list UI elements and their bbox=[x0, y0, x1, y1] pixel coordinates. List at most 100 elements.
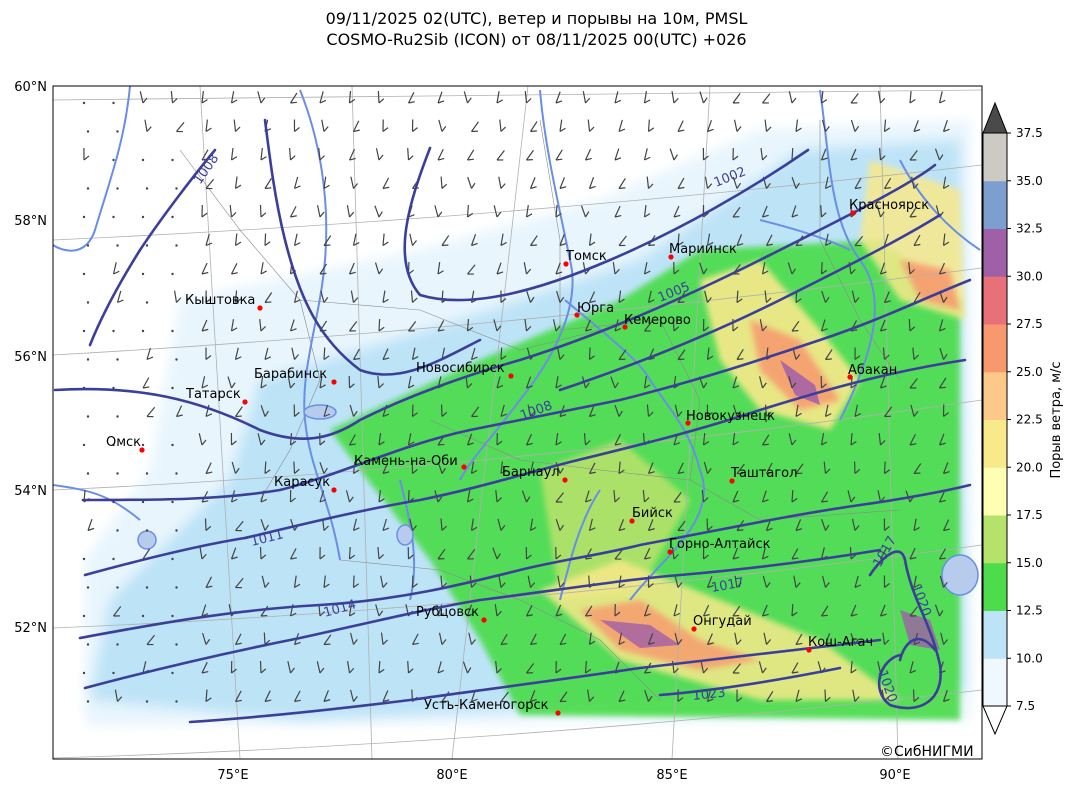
calm-dot bbox=[116, 187, 119, 190]
wind-barb bbox=[673, 205, 681, 218]
calm-dot bbox=[175, 643, 178, 646]
wind-barb bbox=[909, 606, 918, 617]
city-biysk: Бийск bbox=[629, 506, 673, 524]
svg-text:Татарск: Татарск bbox=[185, 387, 241, 402]
wind-barb bbox=[614, 404, 623, 417]
wind-barb bbox=[939, 575, 948, 588]
wind-barb bbox=[677, 120, 685, 133]
longitude-labels: 75°E 80°E 85°E 90°E bbox=[217, 768, 910, 783]
wind-barb bbox=[323, 176, 330, 190]
wind-barb bbox=[323, 347, 330, 360]
map-title-line2: COSMO-Ru2Sib (ICON) от 08/11/2025 00(UTC… bbox=[326, 30, 747, 49]
wind-barb bbox=[913, 234, 921, 247]
wind-barb bbox=[319, 546, 326, 560]
wind-barb bbox=[643, 91, 651, 104]
wind-barb bbox=[466, 490, 474, 503]
city-ongudai: Онгудай bbox=[691, 614, 752, 632]
wind-barb bbox=[496, 262, 504, 275]
wind-barb bbox=[732, 663, 741, 674]
wind-barb bbox=[407, 660, 414, 674]
wind-barb bbox=[618, 349, 627, 361]
wind-barb bbox=[761, 490, 769, 503]
wind-barb bbox=[765, 690, 774, 703]
wind-barb bbox=[733, 119, 742, 132]
wind-barb bbox=[673, 261, 680, 275]
wind-barb bbox=[407, 433, 415, 446]
wind-barb bbox=[882, 632, 890, 645]
city-novosibirsk: Новосибирск bbox=[416, 361, 514, 379]
wind-barb bbox=[319, 462, 328, 474]
calm-dot bbox=[171, 272, 174, 276]
wind-barb bbox=[293, 575, 301, 589]
colorbar-tick-label: 27.5 bbox=[1016, 317, 1043, 331]
wind-barb bbox=[913, 120, 921, 133]
svg-text:Омск: Омск bbox=[106, 435, 141, 450]
wind-barb bbox=[854, 404, 861, 418]
wind-barb bbox=[201, 604, 209, 617]
svg-text:Кош-Агач: Кош-Агач bbox=[808, 635, 873, 650]
colorbar-tick-label: 37.5 bbox=[1016, 126, 1043, 140]
calm-dot bbox=[86, 700, 90, 703]
wind-barb bbox=[555, 604, 563, 617]
wind-barb bbox=[409, 233, 417, 246]
wind-barb bbox=[851, 518, 860, 531]
wind-barb bbox=[791, 603, 798, 617]
wind-barb bbox=[557, 347, 565, 360]
lat-label-52: 52°N bbox=[14, 621, 47, 636]
wind-barb bbox=[434, 205, 443, 218]
wind-barb bbox=[908, 262, 915, 275]
city-tomsk: Томск bbox=[563, 249, 607, 267]
wind-barb bbox=[646, 404, 654, 417]
wind-barb bbox=[498, 176, 506, 189]
wind-barb bbox=[201, 661, 209, 674]
wind-barb bbox=[618, 461, 625, 475]
wind-barb bbox=[411, 633, 419, 646]
svg-text:Томск: Томск bbox=[565, 249, 607, 264]
wind-barb bbox=[765, 462, 773, 475]
wind-barb bbox=[529, 177, 537, 190]
wind-barb bbox=[647, 119, 655, 132]
wind-barb bbox=[175, 405, 183, 418]
wind-barb bbox=[234, 233, 242, 247]
calm-dot bbox=[175, 358, 178, 361]
wind-barb bbox=[820, 204, 827, 218]
colorbar-tick-label: 30.0 bbox=[1016, 269, 1043, 283]
wind-barb bbox=[942, 519, 950, 532]
wind-barb bbox=[205, 233, 213, 247]
wind-barb bbox=[499, 119, 506, 132]
wind-barb bbox=[470, 461, 478, 475]
wind-barb bbox=[854, 461, 861, 474]
wind-barb bbox=[791, 548, 799, 560]
wind-barb bbox=[316, 205, 325, 218]
svg-text:Онгудай: Онгудай bbox=[693, 614, 752, 629]
lon-label-85: 85°E bbox=[656, 768, 687, 783]
colorbar-tick-label: 12.5 bbox=[1016, 604, 1043, 618]
wind-barb bbox=[736, 290, 743, 303]
wind-barb bbox=[850, 148, 858, 161]
calm-dot bbox=[116, 358, 119, 361]
wind-barb bbox=[788, 91, 797, 104]
wind-barb bbox=[791, 320, 800, 332]
calm-dot bbox=[116, 643, 119, 646]
wind-barb bbox=[319, 376, 326, 389]
wind-barb bbox=[820, 148, 828, 161]
wind-barb bbox=[884, 406, 893, 418]
wind-barb bbox=[323, 634, 332, 646]
wind-barb bbox=[879, 604, 887, 617]
wind-barb bbox=[352, 233, 360, 247]
wind-barb bbox=[588, 347, 596, 360]
wind-barb bbox=[437, 91, 445, 104]
wind-barb bbox=[173, 290, 182, 303]
colorbar-tick-label: 15.0 bbox=[1016, 556, 1043, 570]
wind-barb bbox=[319, 91, 327, 104]
wind-barb bbox=[234, 633, 242, 646]
wind-barb bbox=[618, 690, 626, 703]
isobars bbox=[53, 118, 972, 724]
wind-barb bbox=[555, 518, 564, 531]
wind-barb bbox=[348, 546, 356, 560]
wind-barb bbox=[234, 176, 242, 190]
wind-barb bbox=[346, 661, 355, 674]
calm-dot bbox=[82, 329, 86, 333]
wind-barb bbox=[176, 121, 185, 133]
wind-barb bbox=[264, 461, 271, 474]
